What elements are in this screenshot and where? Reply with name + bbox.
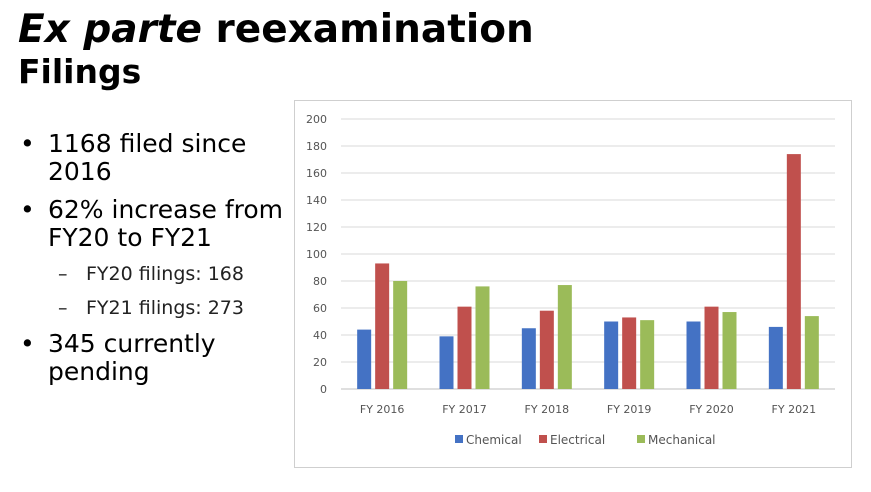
y-tick-label: 140: [306, 194, 327, 207]
bar-mechanical-fy-2016: [393, 281, 408, 389]
bar-electrical-fy-2016: [375, 263, 390, 389]
bar-electrical-fy-2021: [786, 154, 801, 389]
bar-chemical-fy-2016: [357, 329, 372, 389]
y-tick-label: 80: [313, 275, 327, 288]
bar-mechanical-fy-2018: [557, 285, 572, 389]
sub-bullet-item: FY20 filings: 168: [18, 262, 298, 286]
x-tick-label: FY 2016: [360, 403, 405, 416]
bar-chemical-fy-2021: [768, 326, 783, 389]
bar-electrical-fy-2018: [539, 310, 554, 389]
x-tick-label: FY 2021: [772, 403, 817, 416]
x-tick-label: FY 2020: [689, 403, 734, 416]
bullet-list: 1168 filed since 2016 62% increase from …: [18, 130, 298, 396]
y-tick-label: 200: [306, 113, 327, 126]
y-tick-label: 60: [313, 302, 327, 315]
bullet-item: 345 currently pending: [18, 330, 298, 386]
y-tick-label: 100: [306, 248, 327, 261]
bullet-item: 62% increase from FY20 to FY21: [18, 196, 298, 252]
bar-chemical-fy-2017: [439, 336, 454, 389]
slide-subtitle: Filings: [18, 52, 142, 91]
y-tick-label: 20: [313, 356, 327, 369]
chart-svg: 0 20 40 60 80 100 120 140 160 180 200 FY 2016 FY 201…: [306, 113, 835, 447]
bar-chemical-fy-2020: [686, 321, 701, 389]
bullet-item: 1168 filed since 2016: [18, 130, 298, 186]
y-tick-label: 120: [306, 221, 327, 234]
bar-chemical-fy-2018: [521, 328, 536, 389]
y-tick-label: 40: [313, 329, 327, 342]
legend-swatch-mechanical: [637, 435, 645, 443]
y-tick-label: 160: [306, 167, 327, 180]
legend-label-chemical: Chemical: [466, 433, 522, 447]
legend-swatch-electrical: [539, 435, 547, 443]
y-tick-label: 0: [320, 383, 327, 396]
slide-title: Ex parte reexamination Filings: [18, 8, 534, 92]
bar-mechanical-fy-2020: [722, 312, 737, 389]
bar-mechanical-fy-2019: [640, 320, 655, 389]
bar-electrical-fy-2020: [704, 306, 719, 389]
bar-chart: 0 20 40 60 80 100 120 140 160 180 200 FY 2016 FY 201…: [294, 100, 852, 468]
title-rest: reexamination: [215, 7, 534, 52]
bar-electrical-fy-2017: [457, 306, 472, 389]
bar-chemical-fy-2019: [604, 321, 619, 389]
bar-mechanical-fy-2017: [475, 286, 490, 389]
legend-label-electrical: Electrical: [550, 433, 605, 447]
legend-swatch-chemical: [455, 435, 463, 443]
sub-bullet-item: FY21 filings: 273: [18, 296, 298, 320]
x-tick-label: FY 2019: [607, 403, 652, 416]
bar-electrical-fy-2019: [622, 317, 637, 389]
title-italic: Ex parte: [18, 7, 202, 52]
x-tick-label: FY 2018: [525, 403, 570, 416]
bar-mechanical-fy-2021: [804, 316, 819, 389]
legend-label-mechanical: Mechanical: [648, 433, 716, 447]
y-tick-label: 180: [306, 140, 327, 153]
x-tick-label: FY 2017: [442, 403, 487, 416]
